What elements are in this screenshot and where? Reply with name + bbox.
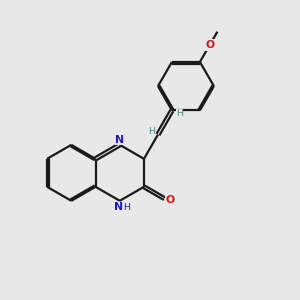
Text: H: H xyxy=(123,203,130,212)
Text: H: H xyxy=(148,127,155,136)
Text: N: N xyxy=(115,134,124,145)
Text: H: H xyxy=(176,110,183,118)
Text: N: N xyxy=(114,202,123,212)
Text: O: O xyxy=(165,195,174,205)
Text: O: O xyxy=(205,40,214,50)
